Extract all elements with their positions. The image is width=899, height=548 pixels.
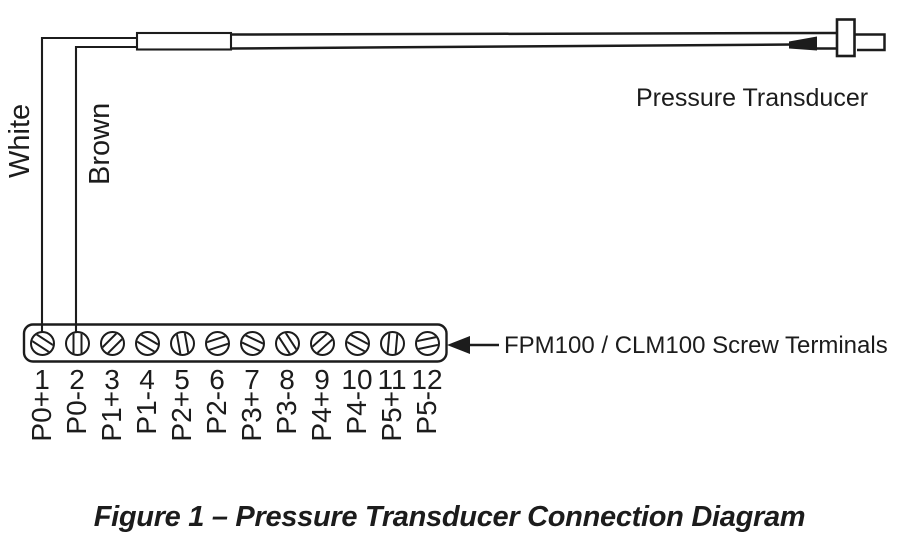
terminal-number-4: 4 <box>139 364 155 395</box>
screw-terminal-7 <box>239 330 265 356</box>
screw-terminal-3 <box>99 330 125 356</box>
terminal-label-P0-: P0- <box>61 391 92 435</box>
screw-slot-icon <box>241 332 263 354</box>
cable-top-line <box>230 31 838 36</box>
screw-terminal-4 <box>134 330 160 356</box>
pointer-arrowhead <box>447 336 470 354</box>
screw-slot-icon <box>346 332 368 354</box>
terminal-label-P5-: P5- <box>411 391 442 435</box>
screw-terminal-8 <box>274 330 300 356</box>
terminal-number-2: 2 <box>69 364 85 395</box>
screw-slot-icon <box>276 332 298 354</box>
screw-slot-icon <box>136 332 158 354</box>
brown-wire <box>74 45 138 338</box>
terminal-label-P2-: P2- <box>201 391 232 435</box>
terminal-strip-outline <box>22 323 448 363</box>
screw-terminal-11 <box>379 330 405 356</box>
transducer-strain-relief <box>789 36 817 51</box>
terminal-label-P1-: P1- <box>131 391 162 435</box>
terminal-number-9: 9 <box>314 364 330 395</box>
transducer-label: Pressure Transducer <box>636 84 869 112</box>
terminal-label-P4-: P4- <box>341 391 372 435</box>
screw-terminal-10 <box>344 330 370 356</box>
terminal-label-P4+: P4+ <box>306 391 337 442</box>
terminal-number-6: 6 <box>209 364 225 395</box>
screw-terminal-1 <box>29 330 55 356</box>
screw-terminal-12 <box>414 330 440 356</box>
cable-sleeve <box>135 31 233 51</box>
cable-bottom-line <box>230 43 794 50</box>
transducer-cross-fitting <box>835 18 856 58</box>
terminal-label-P3+: P3+ <box>236 391 267 442</box>
terminal-number-3: 3 <box>104 364 120 395</box>
screw-slot-icon <box>174 332 190 354</box>
white-wire <box>40 36 138 338</box>
terminal-number-11: 11 <box>377 364 407 395</box>
screw-slot-icon <box>385 332 399 354</box>
terminal-number-7: 7 <box>244 364 260 395</box>
screw-terminal-6 <box>204 330 230 356</box>
terminal-label-P5+: P5+ <box>376 391 407 442</box>
screw-terminal-5 <box>169 330 195 356</box>
wire-label-brown: Brown <box>84 102 116 185</box>
figure-caption: Figure 1 – Pressure Transducer Connectio… <box>93 501 806 533</box>
screw-slot-icon <box>72 332 82 354</box>
screw-slot-icon <box>31 332 53 354</box>
terminal-label-P3-: P3- <box>271 391 302 435</box>
terminal-label-P1+: P1+ <box>96 391 127 442</box>
terminal-number-10: 10 <box>341 364 373 395</box>
transducer-tip-bracket <box>854 33 886 52</box>
terminal-label-P0+: P0+ <box>26 391 57 442</box>
terminal-strip-pointer-label: FPM100 / CLM100 Screw Terminals <box>504 332 888 359</box>
screw-slot-icon <box>416 335 438 351</box>
terminal-number-1: 1 <box>34 364 50 395</box>
terminal-number-12: 12 <box>411 364 443 395</box>
terminal-label-P2+: P2+ <box>166 391 197 442</box>
screw-terminal-2 <box>64 330 90 356</box>
wire-label-white: White <box>4 103 36 178</box>
screw-terminal-9 <box>309 330 335 356</box>
screw-slot-icon <box>206 334 228 352</box>
terminal-number-5: 5 <box>174 364 190 395</box>
terminal-number-8: 8 <box>279 364 295 395</box>
screw-slot-icon <box>101 332 123 354</box>
screw-slot-icon <box>311 332 333 354</box>
